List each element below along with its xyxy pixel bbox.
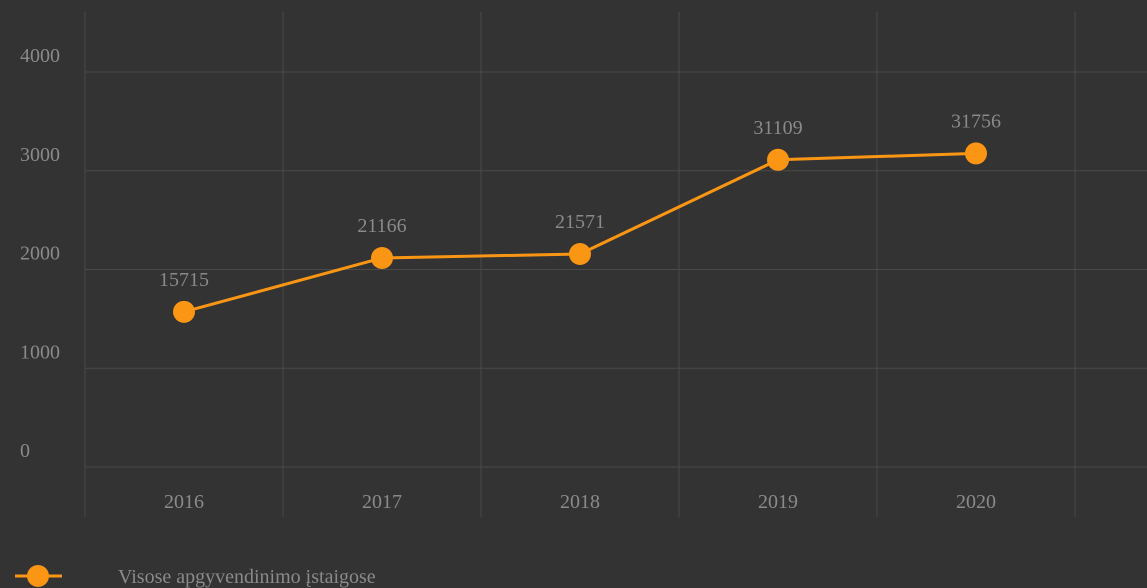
x-tick-label: 2017 [362, 491, 402, 513]
x-tick-label: 2018 [560, 491, 600, 513]
y-tick-label: 0 [20, 440, 30, 462]
y-tick-label: 4000 [20, 45, 60, 67]
data-label: 31109 [753, 117, 802, 139]
legend-marker [27, 565, 49, 587]
data-label: 31756 [951, 110, 1001, 132]
y-tick-label: 1000 [20, 341, 60, 363]
x-tick-label: 2020 [956, 491, 996, 513]
point [965, 142, 987, 165]
data-label: 21571 [555, 211, 605, 233]
point [767, 148, 789, 171]
data-label: 15715 [159, 269, 209, 291]
y-tick-label: 2000 [20, 243, 60, 265]
legend-label: Visose apgyvendinimo įstaigose [118, 566, 376, 588]
x-tick-label: 2019 [758, 491, 798, 513]
point [371, 246, 393, 269]
y-tick-label: 3000 [20, 144, 60, 166]
point [173, 300, 195, 323]
x-tick-label: 2016 [164, 491, 204, 513]
point [569, 242, 591, 265]
data-label: 21166 [357, 215, 406, 237]
